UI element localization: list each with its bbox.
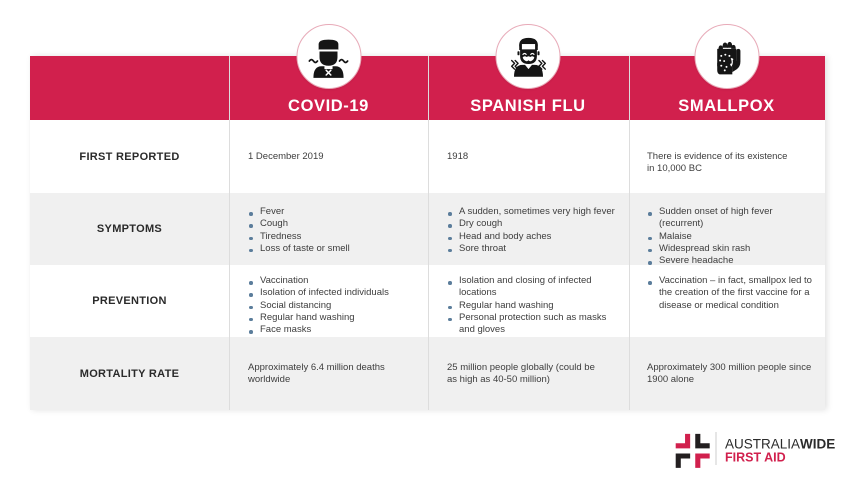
svg-text:FIRST AID: FIRST AID	[725, 451, 786, 465]
svg-text:AUSTRALIAWIDE: AUSTRALIAWIDE	[725, 437, 835, 452]
